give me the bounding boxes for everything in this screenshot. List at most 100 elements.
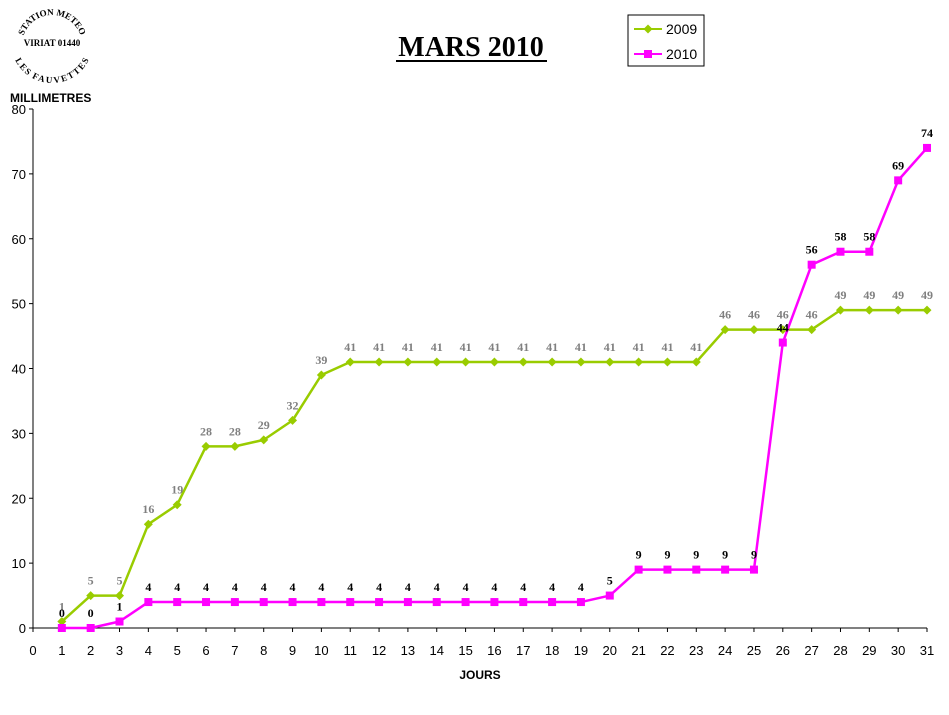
data-label: 74 [921,126,933,140]
x-tick-label: 14 [430,643,444,658]
y-tick-label: 60 [12,232,26,247]
x-tick-label: 22 [660,643,674,658]
data-point [518,357,528,367]
series-line-2010 [61,147,928,630]
data-label: 4 [549,580,555,594]
data-point [720,325,730,335]
data-label: 41 [633,340,645,354]
x-tick-label: 24 [718,643,732,658]
data-label: 9 [693,548,699,562]
data-point [316,370,326,380]
data-label: 4 [347,580,353,594]
data-point [345,357,355,367]
data-label: 28 [229,424,241,438]
data-label: 41 [431,340,443,354]
data-label: 46 [777,308,789,322]
data-label: 58 [834,230,846,244]
data-label: 1 [59,600,65,614]
data-point [490,598,499,607]
x-tick-label: 15 [458,643,472,658]
data-point [576,598,585,607]
data-label: 41 [517,340,529,354]
series-line-2009 [61,308,927,623]
data-point [807,260,816,269]
y-axis-ticks: 0 10 20 30 40 50 60 70 80 [12,102,33,636]
y-tick-label: 50 [12,297,26,312]
data-label: 4 [145,580,151,594]
data-label: 4 [405,580,411,594]
x-tick-label: 29 [862,643,876,658]
data-point [346,598,355,607]
data-label: 4 [463,580,469,594]
data-point [634,565,643,574]
data-label: 4 [491,580,497,594]
data-point [432,598,441,607]
data-label: 0 [88,606,94,620]
x-tick-label: 19 [574,643,588,658]
data-label: 41 [546,340,558,354]
data-point [691,357,701,367]
x-tick-label: 4 [145,643,152,658]
data-point [835,305,845,315]
data-label: 56 [806,243,818,257]
x-tick-label: 11 [343,643,357,658]
data-point [864,305,874,315]
legend: 2009 2010 [627,14,705,67]
data-label: 46 [748,308,760,322]
data-label: 44 [777,321,789,335]
legend-marker-2010 [644,50,652,58]
data-point [259,598,268,607]
data-label: 29 [258,418,270,432]
x-tick-label: 3 [116,643,123,658]
x-tick-label: 26 [776,643,790,658]
data-label: 41 [690,340,702,354]
x-tick-label: 1 [58,643,65,658]
data-label: 9 [664,548,670,562]
x-tick-label: 23 [689,643,703,658]
data-label: 41 [460,340,472,354]
data-point [374,357,384,367]
data-label: 4 [520,580,526,594]
data-label: 4 [261,580,267,594]
x-tick-label: 25 [747,643,761,658]
x-tick-label: 7 [231,643,238,658]
data-point [57,617,67,627]
data-point [317,598,326,607]
legend-label-2009: 2009 [666,21,697,37]
data-label: 49 [863,288,875,302]
data-label: 5 [607,574,613,588]
data-label: 4 [578,580,584,594]
data-point [922,305,932,315]
data-point [778,325,788,335]
x-tick-label: 18 [545,643,559,658]
data-point [57,624,66,632]
data-point [605,357,615,367]
data-point [259,435,269,445]
data-point [143,519,153,529]
data-label: 32 [287,398,299,412]
data-point [288,415,298,425]
y-tick-label: 70 [12,167,26,182]
stamp-top-text: STATION METEO [16,7,88,37]
legend-label-2010: 2010 [666,46,697,62]
x-tick-label: 13 [401,643,415,658]
data-label: 58 [863,230,875,244]
data-point [432,357,442,367]
x-tick-label: 28 [833,643,847,658]
x-tick-label: 16 [487,643,501,658]
data-point [86,624,95,632]
data-label: 4 [376,580,382,594]
data-point [923,143,931,152]
data-label: 41 [604,340,616,354]
y-tick-label: 20 [12,491,26,506]
data-point [778,338,787,347]
data-point [865,247,874,256]
y-tick-label: 40 [12,362,26,377]
y-tick-label: 0 [19,621,26,636]
data-label: 69 [892,158,904,172]
data-point [144,598,153,607]
data-point [662,357,672,367]
